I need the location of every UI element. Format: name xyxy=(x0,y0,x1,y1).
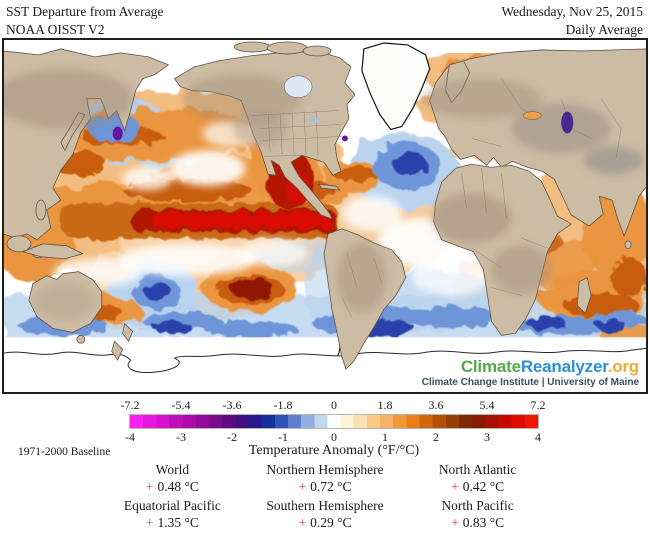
tick-f: -5.4 xyxy=(171,398,191,412)
caspian-sea xyxy=(561,111,574,134)
tick-f: 0 xyxy=(331,398,337,412)
tick-f: 1.8 xyxy=(377,398,393,412)
map-title: SST Departure from Average xyxy=(6,4,164,19)
tick-c: -4 xyxy=(125,430,135,444)
land-terrain-shading xyxy=(3,68,644,320)
tick-c: 3 xyxy=(484,430,490,444)
tasmania xyxy=(76,334,86,344)
tick-c: 4 xyxy=(535,430,541,444)
stat-world: World +0.48 °C xyxy=(103,462,242,495)
new-zealand-south xyxy=(111,340,124,361)
stat-value: 1.35 °C xyxy=(157,515,199,530)
baseline-note: 1971-2000 Baseline xyxy=(18,446,111,458)
tick-f: -3.6 xyxy=(222,398,242,412)
stat-sign: + xyxy=(451,515,459,530)
stat-value: 0.29 °C xyxy=(310,515,352,530)
tick-f: 3.6 xyxy=(428,398,444,412)
sri-lanka xyxy=(624,240,632,250)
tick-f: 7.2 xyxy=(530,398,546,412)
tick-f: -1.8 xyxy=(273,398,293,412)
stat-region: Northern Hemisphere xyxy=(266,462,384,477)
tick-c: -3 xyxy=(176,430,186,444)
stat-region: World xyxy=(155,462,190,477)
antarctica-region xyxy=(3,337,647,393)
new-zealand-north xyxy=(122,322,133,342)
dataset-name: NOAA OISST V2 xyxy=(6,21,105,37)
map-frame xyxy=(3,39,647,393)
inland-waters xyxy=(283,75,574,134)
tick-c: 2 xyxy=(433,430,439,444)
hudson-bay xyxy=(283,75,313,98)
colorbar-section: -7.2 -5.4 -3.6 -1.8 0 1.8 3.6 5.4 7.2 -4… xyxy=(0,394,650,460)
colorbar-caption: Temperature Anomaly (°F/°C) xyxy=(248,443,420,458)
stat-southern-hemisphere: Southern Hemisphere +0.29 °C xyxy=(242,498,409,531)
ocean-cool-dark-layer xyxy=(143,152,627,337)
colorbar-gradient xyxy=(129,414,539,429)
header: SST Departure from Average NOAA OISST V2… xyxy=(0,2,650,38)
stat-north-pacific: North Pacific +0.83 °C xyxy=(408,498,547,531)
sst-anomaly-map: ClimateReanalyzer.org Climate Change Ins… xyxy=(2,38,648,394)
stat-sign: + xyxy=(451,479,459,494)
stat-northern-hemisphere: Northern Hemisphere +0.72 °C xyxy=(242,462,409,495)
greenland xyxy=(361,42,431,131)
stat-value: 0.48 °C xyxy=(157,479,199,494)
stat-sign: + xyxy=(298,515,307,530)
world-map-svg xyxy=(3,39,647,393)
black-sea xyxy=(523,111,542,120)
stat-value: 0.83 °C xyxy=(462,515,505,530)
philippines xyxy=(35,199,47,221)
cuba xyxy=(317,183,341,191)
tick-f: 5.4 xyxy=(479,398,495,412)
map-mode: Daily Average xyxy=(565,21,643,37)
stat-sign: + xyxy=(298,479,307,494)
madagascar xyxy=(576,277,592,314)
el-nino-band xyxy=(60,203,340,239)
stat-equatorial-pacific: Equatorial Pacific +1.35 °C xyxy=(103,498,242,531)
arctic-island-1 xyxy=(233,41,271,53)
brand-wordmark[interactable]: ClimateReanalyzer.org xyxy=(422,358,639,376)
stat-north-atlantic: North Atlantic +0.42 °C xyxy=(408,462,547,495)
tick-c: 1 xyxy=(382,430,388,444)
tick-c: 0 xyxy=(331,430,337,444)
brand-part3: .org xyxy=(607,357,640,377)
tick-c: -1 xyxy=(278,430,288,444)
stat-region: Southern Hemisphere xyxy=(266,498,384,513)
brand-part1: Climate xyxy=(460,357,521,377)
arctic-island-3 xyxy=(302,45,332,57)
stat-region: North Pacific xyxy=(441,498,514,513)
branding: ClimateReanalyzer.org Climate Change Ins… xyxy=(422,358,639,388)
stat-sign: + xyxy=(145,479,154,494)
map-date: Wednesday, Nov 25, 2015 xyxy=(501,4,643,19)
stat-value: 0.42 °C xyxy=(462,479,505,494)
great-lakes xyxy=(309,118,320,124)
stat-region: North Atlantic xyxy=(438,462,517,477)
colorbar-ticks-celsius: -4 -3 -2 -1 0 1 2 3 4 xyxy=(125,430,541,444)
stat-sign: + xyxy=(145,515,154,530)
arctic-island-2 xyxy=(266,41,308,55)
stat-region: Equatorial Pacific xyxy=(123,498,221,513)
stat-value: 0.72 °C xyxy=(310,479,352,494)
brand-subtitle: Climate Change Institute | University of… xyxy=(421,377,639,388)
colorbar-ticks-fahrenheit: -7.2 -5.4 -3.6 -1.8 0 1.8 3.6 5.4 7.2 xyxy=(121,398,546,412)
political-borders xyxy=(252,78,622,318)
brand-part2: Reanalyzer xyxy=(520,357,608,377)
arctic-region xyxy=(3,39,647,53)
tick-f: -7.2 xyxy=(120,398,140,412)
anomaly-stats: World +0.48 °C Northern Hemisphere +0.72… xyxy=(103,462,547,531)
new-guinea xyxy=(22,243,84,260)
tick-c: -2 xyxy=(227,430,237,444)
borneo xyxy=(6,235,32,253)
